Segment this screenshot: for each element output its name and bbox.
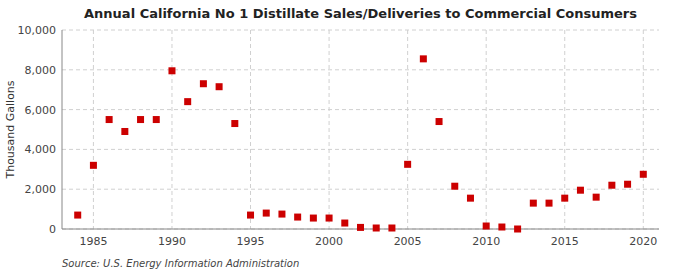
- y-axis-line: [62, 30, 63, 229]
- chart: Annual California No 1 Distillate Sales/…: [0, 0, 675, 275]
- y-grid-line: [62, 149, 659, 150]
- y-tick-label: 8,000: [25, 64, 57, 77]
- point: [74, 212, 81, 219]
- point: [420, 55, 427, 62]
- point: [373, 225, 380, 232]
- x-grid-line: [93, 30, 94, 229]
- title: Annual California No 1 Distillate Sales/…: [84, 6, 637, 21]
- point: [546, 200, 553, 207]
- point: [498, 224, 505, 231]
- point: [561, 195, 568, 202]
- point: [530, 200, 537, 207]
- y-tick-label: 2,000: [25, 183, 57, 196]
- x-grid-line: [486, 30, 487, 229]
- point: [483, 223, 490, 230]
- point: [216, 83, 223, 90]
- point: [200, 80, 207, 87]
- x-tick-label: 1990: [158, 235, 186, 248]
- x-grid-line: [407, 30, 408, 229]
- point: [294, 214, 301, 221]
- point: [640, 171, 647, 178]
- point: [608, 182, 615, 189]
- point: [624, 181, 631, 188]
- points: [74, 55, 647, 232]
- point: [184, 98, 191, 105]
- x-grid-line: [329, 30, 330, 229]
- source: Source: U.S. Energy Information Administ…: [62, 258, 299, 269]
- x-tick-label: 2005: [394, 235, 422, 248]
- x-tick-label: 1985: [79, 235, 107, 248]
- grid: [62, 30, 659, 229]
- point: [106, 116, 113, 123]
- point: [514, 226, 521, 233]
- x-grid-line: [250, 30, 251, 229]
- y-tick-label: 0: [49, 223, 56, 236]
- point: [168, 67, 175, 74]
- y-grid-line: [62, 69, 659, 70]
- point: [90, 162, 97, 169]
- y-tick-label: 6,000: [25, 104, 57, 117]
- x-tick-label: 2015: [551, 235, 579, 248]
- y-tick-label: 10,000: [18, 24, 57, 37]
- x-grid-line: [171, 30, 172, 229]
- y-axis-label: Thousand Gallons: [4, 80, 17, 179]
- point: [451, 183, 458, 190]
- y-grid-line: [62, 189, 659, 190]
- y-grid-line: [62, 30, 659, 31]
- x-grid-line: [643, 30, 644, 229]
- point: [577, 187, 584, 194]
- x-tick-label: 1995: [237, 235, 265, 248]
- point: [263, 210, 270, 217]
- y-grid-line: [62, 109, 659, 110]
- y-tick-label: 4,000: [25, 143, 57, 156]
- x-tick-label: 2010: [472, 235, 500, 248]
- point: [388, 225, 395, 232]
- point: [310, 215, 317, 222]
- point: [593, 194, 600, 201]
- point: [121, 128, 128, 135]
- x-tick-label: 2020: [629, 235, 657, 248]
- x-tick-label: 2000: [315, 235, 343, 248]
- point: [137, 116, 144, 123]
- point: [278, 211, 285, 218]
- point: [231, 120, 238, 127]
- point: [467, 195, 474, 202]
- point: [153, 116, 160, 123]
- point: [404, 161, 411, 168]
- point: [326, 215, 333, 222]
- point: [341, 220, 348, 227]
- point: [357, 224, 364, 231]
- point: [247, 212, 254, 219]
- point: [436, 118, 443, 125]
